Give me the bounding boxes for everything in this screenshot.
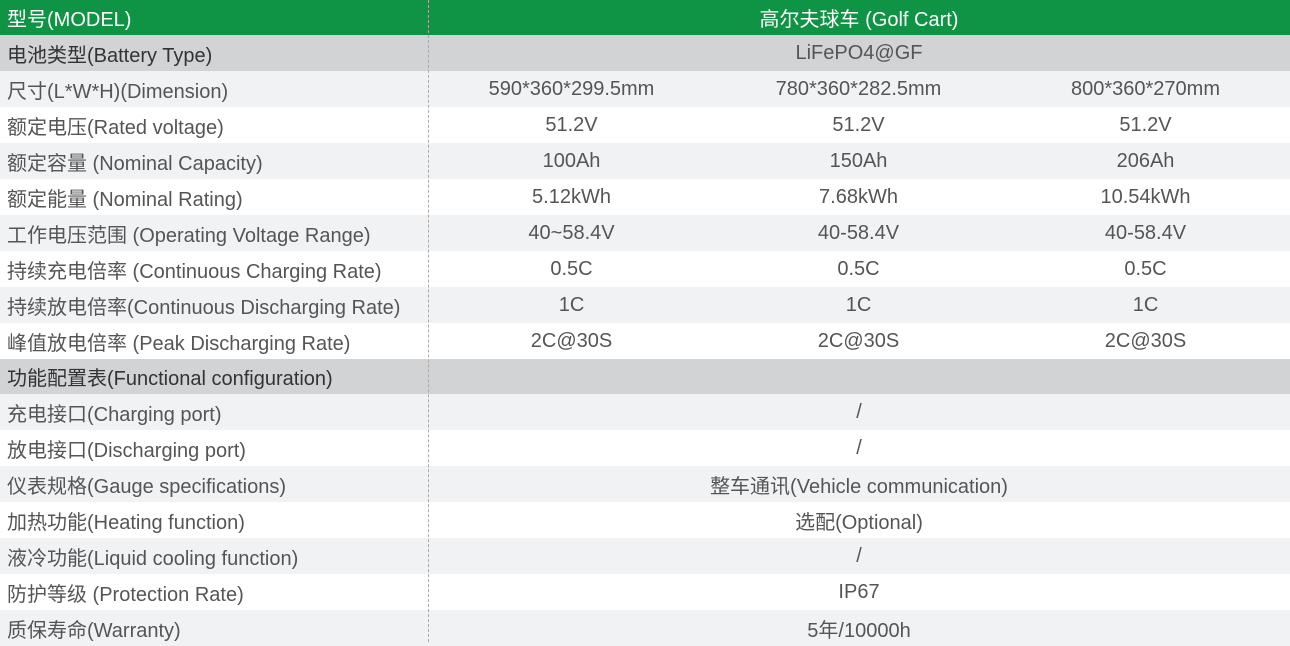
row-value: 51.2V	[1119, 113, 1172, 136]
spec-row: 额定容量 (Nominal Capacity) 100Ah 150Ah 206Ah	[0, 143, 1290, 179]
spec-row: 额定电压(Rated voltage) 51.2V 51.2V 51.2V	[0, 107, 1290, 143]
spec-row: 尺寸(L*W*H)(Dimension) 590*360*299.5mm 780*3…	[0, 71, 1290, 107]
row-value: 590*360*299.5mm	[488, 77, 655, 100]
row-label: 加热功能(Heating function)	[7, 511, 245, 534]
row-value: 1C	[845, 293, 872, 316]
row-value: /	[856, 400, 862, 423]
row-value: 40-58.4V	[817, 221, 900, 244]
spec-row: 峰值放电倍率 (Peak Discharging Rate) 2C@30S 2C@3…	[0, 323, 1290, 359]
row-label: 仪表规格(Gauge specifications)	[7, 475, 286, 498]
row-label: 放电接口(Discharging port)	[7, 439, 246, 462]
row-label: 质保寿命(Warranty)	[7, 619, 181, 642]
spec-row: 持续充电倍率 (Continuous Charging Rate) 0.5C 0.5…	[0, 251, 1290, 287]
row-value: IP67	[838, 580, 880, 603]
config-row: 充电接口(Charging port) /	[0, 394, 1290, 430]
row-label: 液冷功能(Liquid cooling function)	[7, 547, 299, 570]
row-value: 780*360*282.5mm	[775, 77, 942, 100]
config-row: 放电接口(Discharging port) /	[0, 430, 1290, 466]
row-value: 0.5C	[1124, 257, 1167, 280]
row-value: 206Ah	[1116, 149, 1175, 172]
row-label: 电池类型(Battery Type)	[7, 44, 213, 67]
row-value: 选配(Optional)	[795, 511, 923, 534]
spec-row: 额定能量 (Nominal Rating) 5.12kWh 7.68kWh 10.54…	[0, 179, 1290, 215]
row-label: 持续放电倍率(Continuous Discharging Rate)	[7, 296, 401, 319]
model-value: 高尔夫球车 (Golf Cart)	[759, 9, 959, 31]
row-value: 5年/10000h	[807, 619, 911, 642]
row-label: 额定容量 (Nominal Capacity)	[7, 152, 263, 175]
column-divider	[428, 0, 429, 642]
row-label: 防护等级 (Protection Rate)	[7, 583, 244, 606]
config-row: 加热功能(Heating function) 选配(Optional)	[0, 502, 1290, 538]
row-value: 40-58.4V	[1104, 221, 1187, 244]
row-value: 1C	[1132, 293, 1159, 316]
section-row: 功能配置表(Functional configuration)	[0, 358, 1290, 394]
row-label: 峰值放电倍率 (Peak Discharging Rate)	[7, 332, 351, 355]
spec-row: 持续放电倍率(Continuous Discharging Rate) 1C 1C 1…	[0, 287, 1290, 323]
row-value: 100Ah	[542, 149, 601, 172]
row-value: 51.2V	[832, 113, 885, 136]
row-value: 10.54kWh	[1100, 185, 1191, 208]
spec-row: 工作电压范围 (Operating Voltage Range) 40~58.4V…	[0, 215, 1290, 251]
row-label: 充电接口(Charging port)	[7, 403, 222, 426]
battery-type-row: 电池类型(Battery Type) LiFePO4@GF	[0, 35, 1290, 71]
row-label: 额定电压(Rated voltage)	[7, 116, 224, 139]
config-row: 仪表规格(Gauge specifications) 整车通讯(Vehicle c…	[0, 466, 1290, 502]
row-value: 2C@30S	[1104, 329, 1187, 352]
row-label: 持续充电倍率 (Continuous Charging Rate)	[7, 260, 382, 283]
row-value: 51.2V	[545, 113, 598, 136]
row-value: 2C@30S	[530, 329, 613, 352]
row-value: 1C	[558, 293, 585, 316]
row-value: 800*360*270mm	[1071, 77, 1220, 100]
row-value: 2C@30S	[817, 329, 900, 352]
row-value: LiFePO4@GF	[795, 41, 923, 64]
row-label: 工作电压范围 (Operating Voltage Range)	[7, 224, 371, 247]
section-label: 功能配置表(Functional configuration)	[7, 367, 333, 390]
model-label: 型号(MODEL)	[7, 9, 132, 31]
row-value: 150Ah	[829, 149, 888, 172]
row-value: 7.68kWh	[819, 185, 898, 208]
config-row: 防护等级 (Protection Rate) IP67	[0, 574, 1290, 610]
row-value: 0.5C	[837, 257, 880, 280]
row-value: 40~58.4V	[528, 221, 615, 244]
config-row: 液冷功能(Liquid cooling function) /	[0, 538, 1290, 574]
config-row: 质保寿命(Warranty) 5年/10000h	[0, 610, 1290, 646]
header-row: 型号(MODEL) 高尔夫球车 (Golf Cart)	[0, 0, 1290, 35]
row-value: 整车通讯(Vehicle communication)	[710, 475, 1008, 498]
row-value: 5.12kWh	[532, 185, 611, 208]
row-value: /	[856, 544, 862, 567]
row-label: 尺寸(L*W*H)(Dimension)	[7, 80, 229, 103]
row-label: 额定能量 (Nominal Rating)	[7, 188, 243, 211]
row-value: 0.5C	[550, 257, 593, 280]
row-value: /	[856, 436, 862, 459]
